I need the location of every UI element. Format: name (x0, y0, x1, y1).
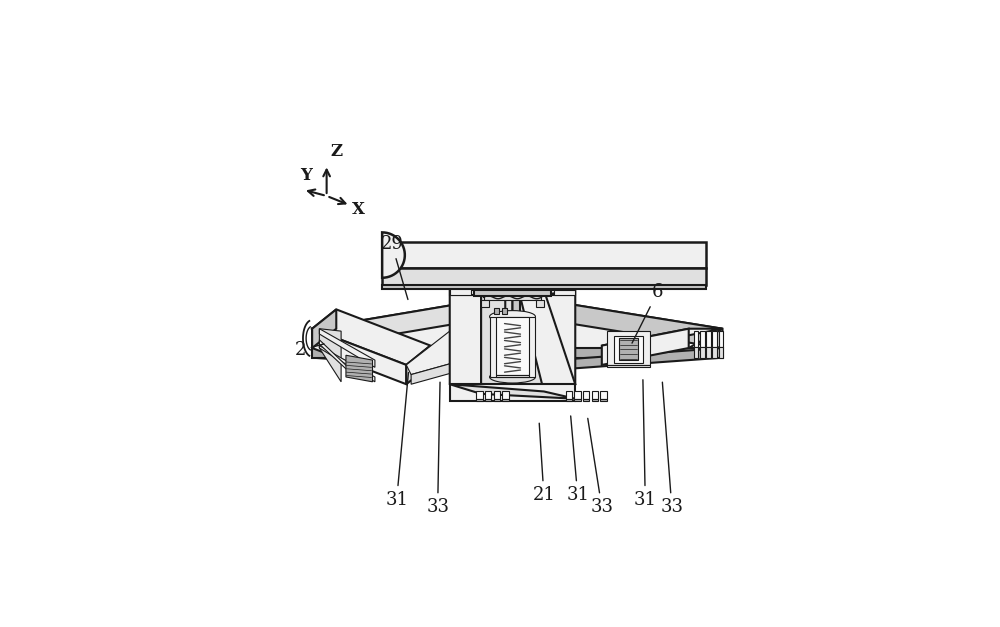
Polygon shape (382, 242, 706, 268)
Polygon shape (450, 384, 575, 401)
Polygon shape (544, 290, 575, 391)
Polygon shape (481, 285, 505, 295)
Text: 2: 2 (294, 342, 324, 359)
Polygon shape (450, 285, 575, 295)
Polygon shape (712, 347, 717, 357)
Polygon shape (406, 345, 430, 384)
Polygon shape (619, 339, 638, 360)
Polygon shape (476, 391, 483, 399)
Polygon shape (694, 347, 698, 357)
Polygon shape (382, 268, 706, 285)
Polygon shape (689, 329, 723, 348)
Polygon shape (607, 365, 650, 367)
Text: 31: 31 (634, 380, 657, 509)
Polygon shape (583, 399, 589, 401)
Polygon shape (450, 285, 481, 399)
Polygon shape (312, 348, 723, 357)
Polygon shape (602, 329, 689, 365)
Polygon shape (566, 391, 572, 399)
Polygon shape (319, 345, 375, 382)
Polygon shape (485, 391, 491, 399)
Polygon shape (719, 331, 723, 347)
Polygon shape (471, 285, 554, 290)
Text: X: X (352, 201, 365, 218)
Polygon shape (512, 295, 723, 348)
Polygon shape (614, 336, 643, 362)
Polygon shape (600, 399, 607, 401)
Polygon shape (496, 374, 529, 377)
Polygon shape (450, 285, 575, 295)
Text: 33: 33 (588, 418, 613, 517)
Text: 21: 21 (532, 423, 555, 504)
Polygon shape (476, 399, 483, 401)
Polygon shape (700, 347, 705, 357)
Polygon shape (502, 399, 509, 401)
Polygon shape (574, 399, 581, 401)
Ellipse shape (490, 371, 535, 383)
Polygon shape (485, 399, 491, 401)
Polygon shape (706, 347, 711, 357)
Polygon shape (450, 285, 505, 295)
Polygon shape (312, 295, 512, 348)
Polygon shape (319, 340, 353, 376)
Polygon shape (411, 362, 455, 384)
Text: Y: Y (300, 167, 312, 184)
Polygon shape (592, 399, 598, 401)
Polygon shape (706, 331, 711, 347)
Text: 31: 31 (385, 372, 408, 509)
Text: 31: 31 (566, 416, 589, 504)
Polygon shape (474, 290, 551, 296)
Polygon shape (712, 331, 717, 347)
Text: 33: 33 (426, 382, 449, 517)
Polygon shape (494, 308, 499, 314)
Text: Z: Z (330, 143, 343, 160)
Text: 6: 6 (632, 283, 663, 343)
Polygon shape (494, 399, 500, 401)
Polygon shape (319, 329, 375, 367)
Ellipse shape (490, 310, 535, 323)
Polygon shape (520, 295, 544, 391)
Polygon shape (312, 295, 723, 362)
Polygon shape (694, 331, 698, 347)
Polygon shape (450, 285, 471, 295)
Polygon shape (490, 317, 535, 377)
Polygon shape (481, 300, 489, 307)
Polygon shape (522, 348, 723, 372)
Polygon shape (312, 309, 336, 348)
Polygon shape (312, 329, 406, 384)
Polygon shape (719, 347, 723, 357)
Polygon shape (406, 331, 455, 374)
Polygon shape (600, 391, 607, 399)
Polygon shape (494, 391, 500, 399)
Polygon shape (700, 331, 705, 347)
Polygon shape (554, 290, 575, 295)
Polygon shape (502, 308, 507, 314)
Polygon shape (536, 300, 544, 307)
Polygon shape (382, 285, 706, 288)
Polygon shape (382, 233, 405, 278)
Polygon shape (484, 295, 541, 300)
Polygon shape (502, 391, 509, 399)
Polygon shape (520, 290, 575, 391)
Polygon shape (481, 295, 505, 399)
Polygon shape (574, 391, 581, 399)
Text: 29: 29 (380, 235, 408, 300)
Text: 33: 33 (660, 382, 683, 517)
Polygon shape (583, 391, 589, 399)
Polygon shape (312, 309, 430, 365)
Polygon shape (566, 399, 572, 401)
Polygon shape (319, 329, 341, 382)
Polygon shape (607, 331, 650, 365)
Polygon shape (346, 356, 372, 382)
Polygon shape (450, 384, 575, 399)
Polygon shape (496, 317, 529, 374)
Polygon shape (592, 391, 598, 399)
Polygon shape (602, 329, 723, 345)
Polygon shape (312, 348, 522, 372)
